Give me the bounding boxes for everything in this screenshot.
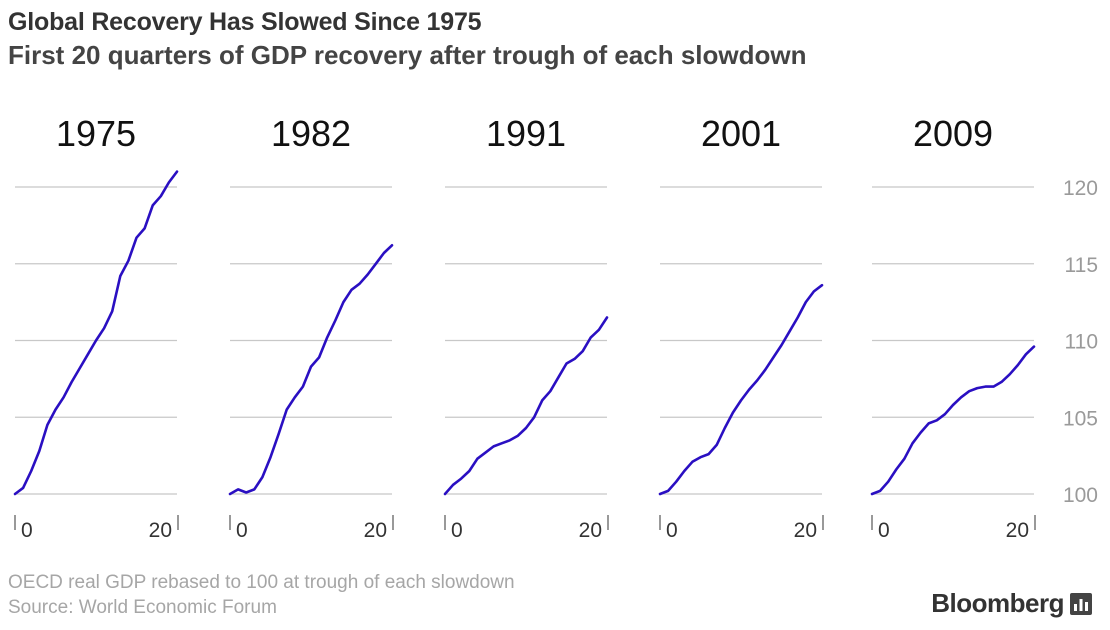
x-tick-label-0: 0 <box>451 519 463 542</box>
series-line-1991 <box>443 316 609 496</box>
series-line-1975 <box>13 170 179 496</box>
y-tick-label-110: 110 <box>1065 331 1098 354</box>
source-note: Source: World Economic Forum <box>8 597 277 618</box>
brand-name: Bloomberg <box>931 588 1064 618</box>
chart-title: Global Recovery Has Slowed Since 1975 <box>8 8 482 36</box>
panel-title-1982: 1982 <box>271 113 351 154</box>
series-line-2001 <box>658 283 824 496</box>
series-line-1982 <box>228 244 394 496</box>
footnote: OECD real GDP rebased to 100 at trough o… <box>8 572 515 593</box>
x-tick-label-0: 0 <box>666 519 678 542</box>
y-tick-label-105: 105 <box>1063 407 1098 430</box>
panel-title-2001: 2001 <box>701 113 781 154</box>
y-tick-label-115: 115 <box>1065 254 1098 277</box>
small-multiples-chart: 1975 0 20 1982 0 20 1991 0 20 2001 0 20 2009 0 20 100 10… <box>13 113 1098 542</box>
x-tick-label-0: 0 <box>878 519 890 542</box>
x-tick-label-20: 20 <box>579 519 602 542</box>
x-tick-label-0: 0 <box>236 519 248 542</box>
brand-logo: Bloomberg <box>931 588 1092 619</box>
x-tick-label-20: 20 <box>364 519 387 542</box>
panel-title-2009: 2009 <box>913 113 993 154</box>
x-tick-label-20: 20 <box>794 519 817 542</box>
bar-chart-icon <box>1070 592 1092 615</box>
panel-title-1991: 1991 <box>486 113 566 154</box>
y-tick-label-100: 100 <box>1063 484 1098 507</box>
chart-subtitle: First 20 quarters of GDP recovery after … <box>8 40 807 70</box>
x-tick-label-20: 20 <box>149 519 172 542</box>
series-line-2009 <box>870 345 1036 496</box>
x-tick-label-20: 20 <box>1006 519 1029 542</box>
panel-title-1975: 1975 <box>56 113 136 154</box>
y-tick-label-120: 120 <box>1063 177 1098 200</box>
x-tick-label-0: 0 <box>21 519 33 542</box>
